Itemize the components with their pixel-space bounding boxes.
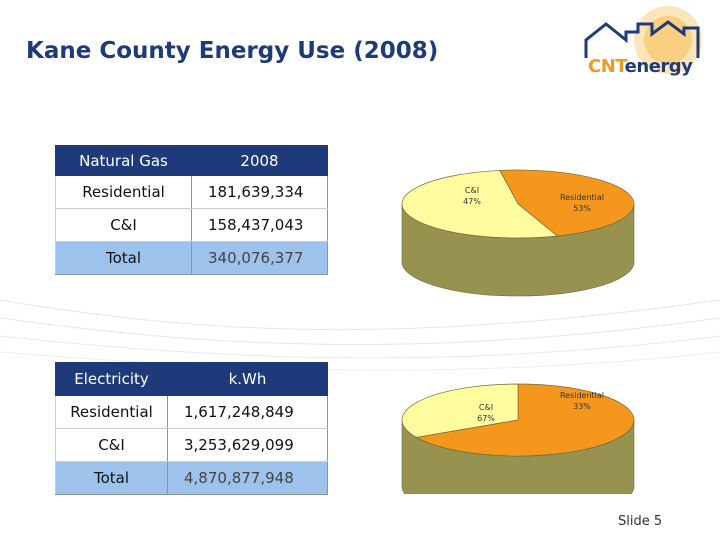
pie-slice-residential (401, 383, 519, 438)
pie-category-label: Residential (560, 391, 604, 400)
table-header-cell: Natural Gas (55, 145, 192, 176)
slide-title: Kane County Energy Use (2008) (26, 38, 439, 64)
cnt-energy-logo: CNTenergy (576, 4, 714, 84)
logo-text-energy: energy (624, 56, 693, 77)
house-skyline-icon (584, 6, 702, 74)
table-total-row: Total 4,870,877,948 (55, 461, 328, 495)
row-label: C&I (55, 208, 192, 242)
pie-value-label: 33% (573, 402, 591, 411)
row-label: Residential (55, 175, 192, 209)
row-value: 340,076,377 (191, 241, 328, 275)
table-total-row: Total 340,076,377 (55, 241, 328, 275)
slide-number: Slide 5 (618, 514, 663, 529)
electricity-pie-chart: C&I 67% Residential 33% (401, 383, 635, 494)
logo-wordmark: CNTenergy (588, 56, 693, 77)
natural-gas-pie-chart: C&I 47% Residential 53% (401, 169, 635, 297)
pie-slice-ci (415, 383, 635, 457)
row-value: 158,437,043 (191, 208, 328, 242)
table-row: C&I 3,253,629,099 (55, 428, 328, 462)
pie-slice-residential (401, 170, 559, 239)
row-label: Total (55, 241, 192, 275)
pie-value-label: 47% (463, 197, 481, 206)
pie-value-label: 67% (477, 414, 495, 423)
pie-category-label: Residential (560, 193, 604, 202)
pie-category-label: C&I (479, 403, 493, 412)
row-label: C&I (55, 428, 168, 462)
table-header-cell: Electricity (55, 362, 168, 396)
table-row: C&I 158,437,043 (55, 208, 328, 242)
table-row: Residential 181,639,334 (55, 175, 328, 209)
row-value: 4,870,877,948 (167, 461, 328, 495)
pie-category-label: C&I (465, 186, 479, 195)
electricity-table: Electricity k.Wh Residential 1,617,248,8… (55, 362, 328, 495)
pie-slice-ci (499, 169, 635, 237)
row-label: Total (55, 461, 168, 495)
table-header-cell: 2008 (191, 145, 328, 176)
table-row: Residential 1,617,248,849 (55, 395, 328, 429)
pie-value-label: 53% (573, 204, 591, 213)
logo-text-cnt: CNT (588, 56, 625, 77)
table-header-row: Natural Gas 2008 (55, 145, 328, 176)
table-header-row: Electricity k.Wh (55, 362, 328, 396)
natural-gas-table: Natural Gas 2008 Residential 181,639,334… (55, 145, 328, 275)
row-value: 181,639,334 (191, 175, 328, 209)
row-label: Residential (55, 395, 168, 429)
table-header-cell: k.Wh (167, 362, 328, 396)
row-value: 3,253,629,099 (167, 428, 328, 462)
row-value: 1,617,248,849 (167, 395, 328, 429)
